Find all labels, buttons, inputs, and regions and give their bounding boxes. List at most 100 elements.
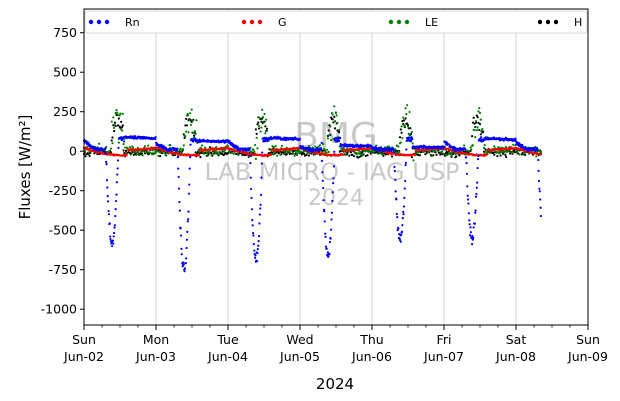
data-point-rn [182, 263, 185, 266]
data-point-le [87, 151, 90, 154]
data-point-rn [472, 226, 475, 229]
data-point-rn [404, 161, 408, 164]
data-point-le [323, 149, 326, 152]
data-point-rn [113, 224, 116, 227]
data-point-rn [251, 232, 255, 235]
data-point-le [325, 151, 328, 154]
data-point-le [135, 153, 138, 156]
legend-marker [396, 19, 402, 25]
data-point-le [450, 154, 453, 157]
y-tick-label: -750 [49, 262, 77, 277]
data-point-h [337, 131, 341, 134]
data-point-rn [250, 208, 253, 211]
legend-marker [388, 19, 394, 25]
data-point-rn [109, 237, 112, 241]
data-point-le [145, 151, 148, 154]
data-point-h [351, 153, 354, 156]
data-point-le [272, 146, 276, 149]
data-point-rn [394, 178, 397, 182]
data-point-le [326, 148, 329, 151]
data-point-rn [320, 147, 323, 150]
data-point-h [199, 156, 202, 159]
data-point-rn [328, 241, 332, 244]
data-point-rn [392, 151, 396, 154]
data-point-rn [114, 199, 118, 203]
data-point-rn [326, 251, 330, 254]
data-point-le [493, 145, 496, 148]
data-point-rn [537, 158, 540, 162]
legend-marker [241, 19, 247, 25]
data-point-rn [466, 185, 469, 188]
data-point-le [138, 153, 141, 157]
data-point-rn [185, 238, 189, 241]
data-point-le [356, 152, 360, 155]
data-point-rn [521, 143, 524, 147]
data-point-le [185, 130, 188, 133]
grid-lines [155, 9, 517, 325]
data-point-rn [402, 210, 405, 213]
data-point-rn [332, 177, 335, 180]
data-point-le [147, 144, 150, 147]
legend-marker [257, 19, 263, 25]
data-point-le [188, 119, 191, 122]
data-point-h [120, 125, 124, 129]
data-point-h [332, 121, 335, 124]
data-point-h [255, 132, 258, 135]
data-point-rn [248, 148, 251, 151]
data-point-rn [320, 159, 324, 162]
data-point-le [329, 125, 332, 128]
data-point-le [135, 151, 139, 154]
data-point-le [481, 128, 484, 131]
data-point-rn [399, 240, 402, 243]
x-axis: Sun Jun-02 Mon Jun-03 Tue Jun-04 Wed Jun-05 Thu J… [63, 325, 608, 364]
data-point-rn [321, 179, 324, 182]
y-tick-label: -250 [49, 183, 77, 198]
data-point-h [404, 117, 407, 120]
data-point-h [111, 136, 114, 139]
data-point-rn [249, 176, 252, 179]
data-point-rn [403, 187, 406, 190]
data-point-rn [467, 212, 471, 215]
data-point-rn [396, 216, 399, 219]
data-point-rn [260, 176, 263, 179]
data-point-h [476, 116, 479, 119]
data-point-g [413, 153, 417, 156]
data-point-le [265, 129, 269, 133]
data-point-le [169, 144, 172, 147]
data-point-h [194, 151, 197, 154]
data-point-rn [467, 202, 470, 205]
data-point-rn [177, 187, 181, 190]
data-point-rn [401, 224, 404, 227]
x-tick-day: Sat [506, 332, 527, 347]
data-point-le [109, 147, 113, 150]
data-point-rn [468, 219, 471, 222]
data-point-le [250, 150, 253, 153]
data-point-le [213, 152, 216, 155]
data-point-rn [249, 162, 252, 165]
data-point-le [151, 152, 154, 156]
data-point-rn [177, 167, 180, 170]
data-point-h [410, 155, 413, 159]
x-tick-date: Jun-04 [207, 349, 248, 364]
data-point-rn [179, 234, 183, 237]
y-tick-label: 750 [53, 25, 77, 40]
legend-marker [249, 19, 255, 25]
x-tick-date: Jun-07 [423, 349, 464, 364]
x-tick-date: Jun-08 [495, 349, 536, 364]
data-point-h [478, 128, 481, 132]
data-point-rn [252, 243, 255, 246]
data-point-rn [474, 211, 477, 214]
data-point-h [88, 154, 91, 158]
data-point-g [197, 154, 200, 157]
data-point-rn [154, 136, 157, 139]
data-point-rn [177, 175, 180, 179]
data-point-le [522, 153, 525, 156]
data-point-rn [105, 179, 109, 182]
data-point-rn [183, 267, 187, 270]
data-point-rn [176, 147, 179, 150]
data-point-h [114, 124, 117, 128]
data-point-rn [133, 135, 137, 138]
data-point-le [478, 107, 481, 110]
data-point-h [366, 154, 369, 157]
